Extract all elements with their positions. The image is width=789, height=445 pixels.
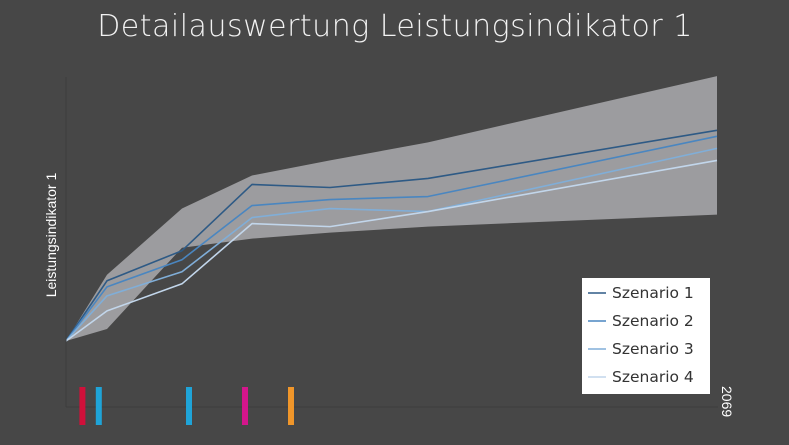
legend-label-4: Szenario 4: [612, 368, 694, 386]
y-axis-label: Leistungsindikator 1: [43, 173, 59, 298]
uncertainty-band: [66, 76, 717, 342]
legend-label-1: Szenario 1: [612, 284, 694, 302]
event-marker-2: [95, 387, 102, 425]
series-line-2: [65, 135, 718, 342]
legend: Szenario 1 Szenario 2 Szenario 3 Szenario 4: [582, 278, 710, 394]
legend-label-3: Szenario 3: [612, 340, 694, 358]
event-marker-3: [186, 387, 192, 425]
series-line-1: [65, 129, 718, 342]
series-line-4: [65, 159, 718, 342]
event-marker-1: [79, 387, 86, 425]
event-marker-4: [242, 387, 248, 425]
x-tick-label: 2069: [719, 386, 735, 417]
chart-title: Detailauswertung Leistungsindikator 1: [97, 9, 693, 44]
event-marker-5: [288, 387, 294, 425]
legend-label-2: Szenario 2: [612, 312, 694, 330]
legend-box: [582, 278, 710, 394]
